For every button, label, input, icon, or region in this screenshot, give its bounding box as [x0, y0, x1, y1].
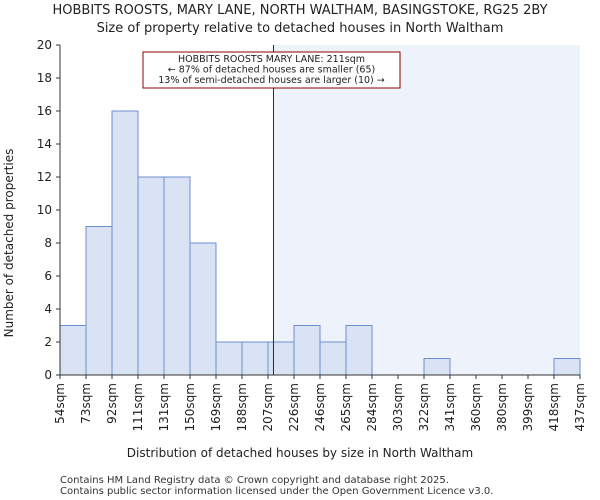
x-tick-label: 188sqm	[235, 383, 249, 431]
y-tick-label: 4	[44, 302, 52, 316]
bar-150sqm	[189, 242, 217, 376]
bar-131sqm	[163, 176, 191, 376]
bar-322sqm	[423, 358, 451, 376]
bar-73sqm	[85, 226, 113, 376]
bar-207sqm	[267, 341, 295, 376]
x-tick-label: 418sqm	[547, 383, 561, 431]
y-tick-label: 18	[37, 71, 52, 85]
x-tick-label: 73sqm	[79, 383, 93, 424]
x-tick-label: 246sqm	[313, 383, 327, 431]
x-tick-label: 322sqm	[417, 383, 431, 431]
chart-subtitle: Size of property relative to detached ho…	[97, 21, 504, 36]
x-tick-label: 399sqm	[521, 383, 535, 431]
bar-111sqm	[137, 176, 165, 376]
bar-418sqm	[553, 358, 581, 376]
bar-54sqm	[59, 325, 87, 376]
x-tick-label: 380sqm	[495, 383, 509, 431]
y-tick-label: 14	[37, 137, 52, 151]
y-tick-label: 16	[37, 104, 52, 118]
footer-line-2: Contains public sector information licen…	[60, 486, 493, 497]
x-tick-label: 437sqm	[573, 383, 587, 431]
chart-title: HOBBITS ROOSTS, MARY LANE, NORTH WALTHAM…	[52, 3, 547, 18]
x-tick-label: 92sqm	[105, 383, 119, 424]
x-tick-label: 54sqm	[53, 383, 67, 424]
y-tick-label: 6	[44, 269, 52, 283]
y-tick-label: 12	[37, 170, 52, 184]
highlight-region	[273, 45, 580, 375]
y-tick-label: 8	[44, 236, 52, 250]
x-tick-label: 207sqm	[261, 383, 275, 431]
bar-188sqm	[241, 341, 269, 376]
footer-line-1: Contains HM Land Registry data © Crown c…	[60, 475, 449, 486]
y-tick-label: 10	[37, 203, 52, 217]
x-tick-label: 265sqm	[339, 383, 353, 431]
x-tick-label: 284sqm	[365, 383, 379, 431]
x-tick-label: 169sqm	[209, 383, 223, 431]
annotation-line-2: ← 87% of detached houses are smaller (65…	[168, 65, 375, 76]
x-axis-label: Distribution of detached houses by size …	[127, 446, 473, 460]
bar-92sqm	[111, 110, 139, 376]
bar-226sqm	[293, 325, 321, 376]
y-tick-label: 0	[44, 368, 52, 382]
x-tick-label: 360sqm	[469, 383, 483, 431]
x-tick-label: 341sqm	[443, 383, 457, 431]
bar-265sqm	[345, 325, 373, 376]
annotation-line-3: 13% of semi-detached houses are larger (…	[158, 75, 385, 86]
annotation-box	[142, 51, 401, 89]
x-tick-label: 111sqm	[131, 383, 145, 431]
x-tick-label: 131sqm	[157, 383, 171, 431]
bar-246sqm	[319, 341, 347, 376]
bar-169sqm	[215, 341, 243, 376]
plot-area: 0 2 4 6 8 10 12 14 16 18 20 54sqm 73sqm 92sqm 111sqm 13…	[37, 38, 587, 431]
x-tick-label: 303sqm	[391, 383, 405, 431]
y-tick-label: 20	[37, 38, 52, 52]
annotation-line-1: HOBBITS ROOSTS MARY LANE: 211sqm	[178, 54, 365, 65]
y-axis-label: Number of detached properties	[2, 149, 16, 338]
x-tick-label: 226sqm	[287, 383, 301, 431]
x-tick-label: 150sqm	[183, 383, 197, 431]
y-tick-label: 2	[44, 335, 52, 349]
